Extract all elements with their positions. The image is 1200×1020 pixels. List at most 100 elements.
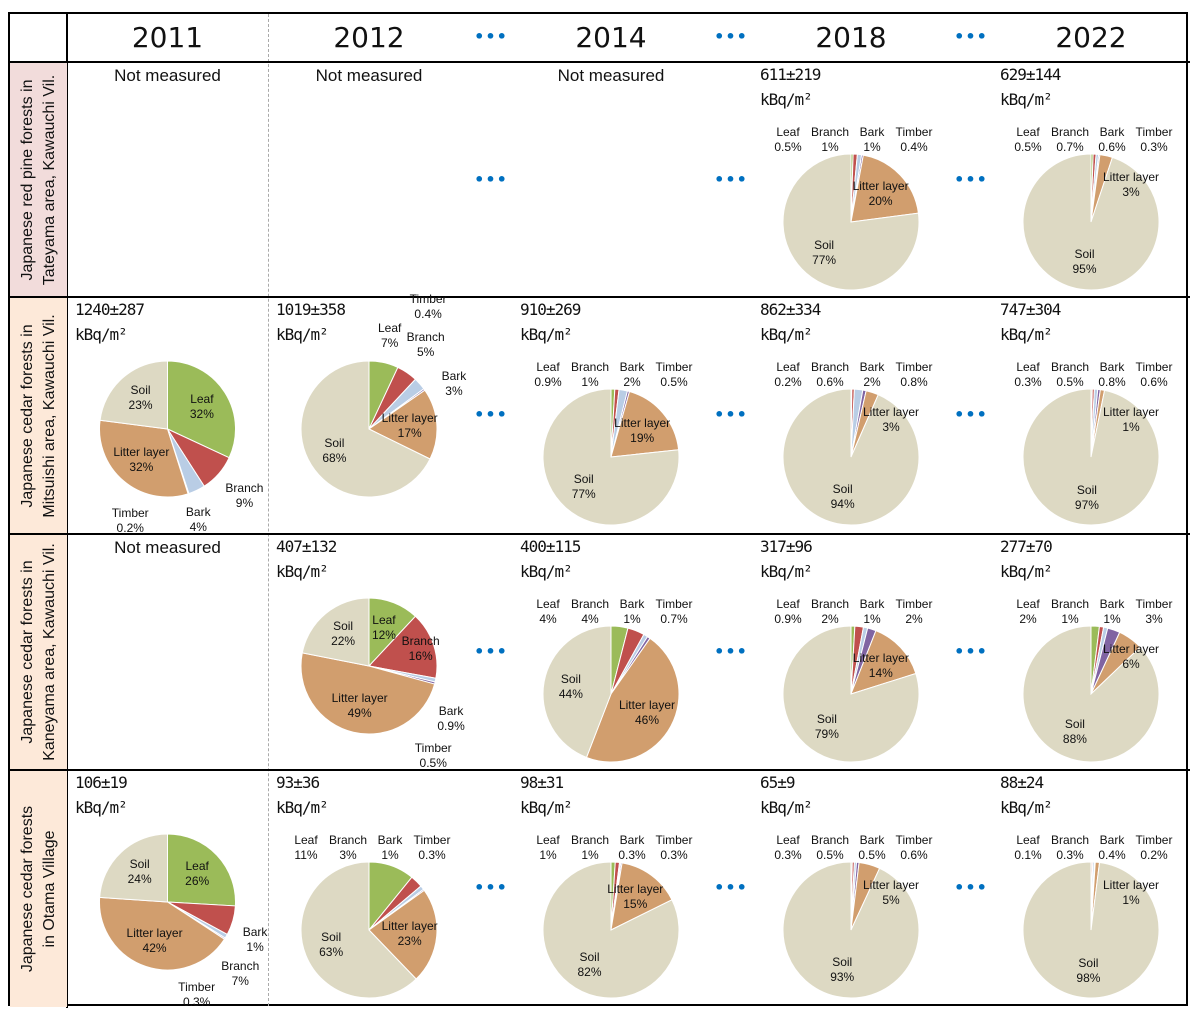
slice-label-name: Branch xyxy=(1050,597,1090,611)
slice-label-name: Soil xyxy=(814,237,835,252)
slice-label: Leaf 1% xyxy=(536,833,559,863)
slice-label-value: 12% xyxy=(371,628,396,643)
slice-label-value: 46% xyxy=(634,713,659,728)
slice-label-value: 42% xyxy=(142,940,167,955)
slice-label-value: 1% xyxy=(581,375,599,389)
slice-label: Branch 7% xyxy=(221,959,259,989)
measurement-unit: kBq/m² xyxy=(520,562,573,581)
slice-label: Litter layer 1% xyxy=(1103,405,1159,435)
slice-label-value: 17% xyxy=(397,425,422,440)
slice-label-name: Bark xyxy=(1099,597,1125,611)
row-label-text: Japanese cedar forests in Otama Village xyxy=(17,806,61,972)
measurement-unit: kBq/m² xyxy=(520,325,573,344)
slice-label-name: Soil xyxy=(832,481,853,496)
slice-label-value: 1% xyxy=(581,848,599,862)
slice-label-value: 16% xyxy=(408,648,433,663)
row-label-text: Japanese red pine forests in Tateyama are… xyxy=(17,74,61,284)
slice-label: Timber 0.2% xyxy=(1136,833,1173,863)
slice-label: Branch 0.5% xyxy=(1051,360,1089,390)
slice-label-value: 0.3% xyxy=(182,995,211,1010)
slice-label-name: Branch xyxy=(810,360,850,374)
slice-label: Branch 0.5% xyxy=(811,833,849,863)
pie-cell-2022: 277±70 kBq/m² Leaf 2% Branch 1% Bark 1% Timber 3%… xyxy=(992,534,1190,770)
slice-label: Bark 0.5% xyxy=(858,833,885,863)
measurement-value: 629±144 xyxy=(1000,65,1061,84)
slice-label-value: 2% xyxy=(821,612,839,626)
slice-label: Bark 0.9% xyxy=(437,704,464,734)
slice-label: Branch 1% xyxy=(811,125,849,155)
measurement-unit: kBq/m² xyxy=(75,325,128,344)
slice-label-value: 32% xyxy=(189,407,214,422)
slice-label-value: 1% xyxy=(1061,612,1079,626)
slice-label-name: Branch xyxy=(406,330,445,345)
slice-label-value: 97% xyxy=(1074,497,1099,512)
slice-label-value: 4% xyxy=(189,520,207,535)
slice-label-name: Bark xyxy=(1099,360,1125,374)
pie-cell-2014: 400±115 kBq/m² Leaf 4% Branch 4% Bark 1% Timber 0… xyxy=(512,534,710,770)
measurement-unit: kBq/m² xyxy=(760,90,813,109)
slice-label-name: Litter layer xyxy=(381,918,438,933)
slice-label: Timber 0.3% xyxy=(1136,125,1173,155)
slice-label-value: 82% xyxy=(577,964,602,979)
pie-cell-2022: 629±144 kBq/m² Leaf 0.5% Branch 0.7% Bark 0.6% T… xyxy=(992,62,1190,297)
pie-slice-litter-layer xyxy=(585,637,680,763)
slice-label-name: Litter layer xyxy=(1102,404,1160,419)
slice-label: Leaf 11% xyxy=(294,833,317,863)
slice-label: Timber 0.7% xyxy=(656,597,693,627)
slice-label: Bark 1% xyxy=(1100,597,1125,627)
slice-label: Soil 44% xyxy=(559,672,583,702)
slice-label-value: 0.6% xyxy=(816,375,844,389)
row-divider xyxy=(8,769,1190,771)
slice-label: Branch 0.7% xyxy=(1051,125,1089,155)
slice-label-name: Branch xyxy=(810,833,850,847)
slice-label-value: 0.2% xyxy=(1140,848,1168,862)
pie-chart xyxy=(782,625,920,763)
slice-label-value: 1% xyxy=(381,848,399,862)
slice-label-value: 0.5% xyxy=(816,848,844,862)
slice-label-value: 93% xyxy=(830,969,855,984)
slice-label: Bark 0.4% xyxy=(1098,833,1125,863)
row-divider xyxy=(8,533,1190,535)
measurement-unit: kBq/m² xyxy=(520,798,573,817)
measurement-unit: kBq/m² xyxy=(276,798,329,817)
slice-label-name: Litter layer xyxy=(862,404,920,419)
slice-label-value: 1% xyxy=(246,939,264,954)
pie-slice-litter-layer xyxy=(300,652,436,735)
slice-label-name: Soil xyxy=(573,472,594,487)
slice-label-name: Timber xyxy=(655,597,693,611)
slice-label-name: Leaf xyxy=(1016,833,1040,847)
pie-chart xyxy=(300,861,438,999)
row-label-line: Kaneyama area, Kawauchi Vil. xyxy=(40,543,58,761)
pie-cell-2018: 862±334 kBq/m² Leaf 0.2% Branch 0.6% Bark 2% Tim… xyxy=(752,297,950,534)
slice-label-name: Litter layer xyxy=(1102,641,1160,656)
slice-label-value: 68% xyxy=(322,450,347,465)
slice-label-value: 0.3% xyxy=(1056,848,1084,862)
slice-label-name: Timber xyxy=(413,833,451,847)
slice-label: Soil 77% xyxy=(572,472,596,502)
pie-cell-2012: 407±132 kBq/m² Leaf 12% Branch 16% Bark 0.9% Tim… xyxy=(268,534,470,770)
continuation-dots: ••• xyxy=(714,878,748,897)
measurement-unit: kBq/m² xyxy=(276,325,329,344)
slice-label: Branch 0.3% xyxy=(1051,833,1089,863)
slice-label-value: 0.3% xyxy=(618,848,646,862)
not-measured-text: Not measured xyxy=(114,66,221,85)
slice-label-name: Timber xyxy=(1135,833,1173,847)
slice-label: Timber 0.3% xyxy=(656,833,693,863)
slice-label-value: 6% xyxy=(1122,656,1140,671)
slice-label-name: Bark xyxy=(438,703,464,718)
chart-table xyxy=(8,12,1188,1006)
pie-slice-soil xyxy=(782,861,920,999)
slice-label: Soil 23% xyxy=(129,383,153,413)
slice-label-name: Bark xyxy=(859,833,885,847)
slice-label-name: Soil xyxy=(333,619,354,634)
slice-label: Litter layer 14% xyxy=(853,651,909,681)
slice-label: Soil 77% xyxy=(812,238,836,268)
slice-label-value: 44% xyxy=(558,686,583,701)
measurement-value: 317±96 xyxy=(760,537,813,556)
slice-label-name: Litter layer xyxy=(614,415,671,430)
slice-label: Leaf 4% xyxy=(536,597,559,627)
year-header-2011: 2011 xyxy=(131,21,204,54)
slice-label-value: 3% xyxy=(882,419,900,434)
slice-label-value: 0.4% xyxy=(1098,848,1126,862)
row-label-text: Japanese cedar forests in Kaneyama area, … xyxy=(17,543,61,761)
